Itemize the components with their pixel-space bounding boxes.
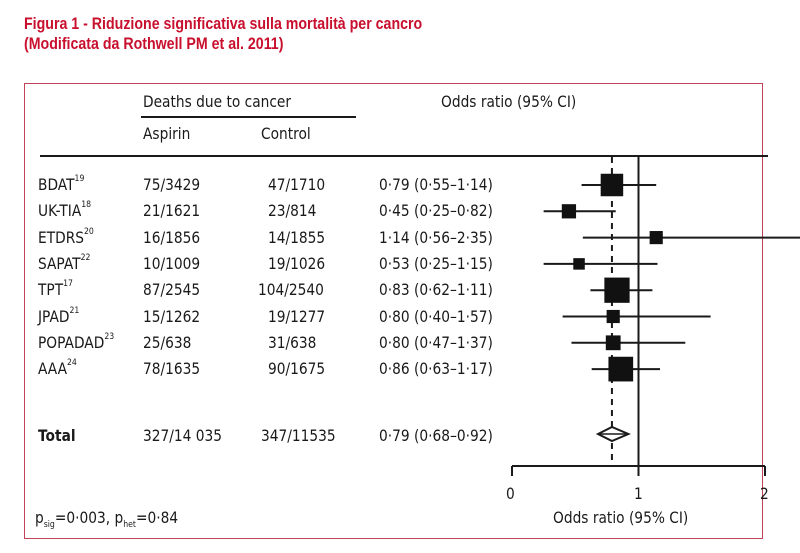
study-name: AAA24 (38, 358, 77, 379)
study-reference: 21 (69, 305, 80, 316)
study-reference: 17 (63, 279, 73, 290)
point-estimate-square (605, 335, 621, 351)
x-tick-label-2: 2 (760, 484, 769, 503)
study-name-text: AAA (38, 359, 68, 379)
study-control: 31/638 (268, 332, 317, 352)
study-or-text: 0·53 (0·25–1·15) (379, 253, 493, 273)
header-col-control: Control (261, 124, 311, 143)
study-name-text: POPADAD (38, 332, 105, 352)
study-or-text: 0·86 (0·63–1·17) (379, 359, 493, 379)
study-control: 23/814 (268, 201, 317, 221)
study-name: JPAD21 (38, 305, 80, 326)
x-tick-label-1: 1 (634, 484, 643, 503)
figure-title-line-1: Figura 1 - Riduzione significativa sulla… (24, 15, 423, 33)
total-aspirin: 327/14 035 (143, 426, 223, 445)
point-estimate-square (573, 258, 585, 270)
point-estimate-square (649, 231, 663, 245)
study-reference: 19 (74, 174, 85, 184)
study-name: ETDRS20 (38, 226, 94, 247)
study-name: TPT17 (38, 279, 73, 300)
study-aspirin: 25/638 (143, 332, 192, 352)
x-tick-label-0: 0 (506, 484, 515, 503)
study-name-text: JPAD (38, 306, 70, 326)
study-name: UK-TIA18 (38, 200, 92, 221)
study-control: 14/1855 (268, 227, 326, 247)
point-estimate-square (561, 204, 577, 219)
figure-title-line-2: (Modificata da Rothwell PM et al. 2011) (24, 35, 284, 53)
study-or-text: 0·80 (0·47–1·37) (379, 332, 493, 352)
study-or-text: 0·45 (0·25–0·82) (379, 201, 493, 221)
point-estimate-square (606, 309, 620, 324)
point-estimate-square (608, 356, 634, 382)
p-values: psig=0·003, phet=0·84 (35, 508, 179, 530)
study-name-text: TPT (38, 280, 64, 300)
x-axis-label: Odds ratio (95% CI) (553, 508, 689, 527)
study-name: BDAT19 (38, 174, 85, 194)
study-aspirin: 16/1856 (143, 227, 201, 247)
header-group-label: Deaths due to cancer (143, 92, 292, 111)
p-het-label: p (114, 508, 124, 527)
study-name-text: UK-TIA (38, 201, 82, 221)
study-aspirin: 75/3429 (143, 175, 201, 194)
study-reference: 23 (104, 331, 115, 342)
p-sig-label: p (35, 508, 44, 527)
p-sig-sub: sig (43, 520, 55, 530)
figure-frame (24, 83, 763, 539)
study-name: POPADAD23 (38, 331, 115, 352)
total-label: Total (38, 426, 76, 445)
study-aspirin: 21/1621 (143, 201, 201, 221)
study-or-text: 0·79 (0·55–1·14) (379, 175, 493, 194)
point-estimate-square (600, 173, 624, 197)
study-reference: 18 (81, 200, 92, 211)
study-name-text: SAPAT (38, 253, 81, 273)
study-control: 19/1026 (268, 253, 326, 273)
total-control: 347/11535 (261, 426, 336, 445)
point-estimate-square (604, 277, 630, 303)
study-control: 104/2540 (258, 280, 324, 300)
study-reference: 24 (67, 358, 77, 369)
study-or-text: 1·14 (0·56–2·35) (379, 227, 493, 247)
study-or-text: 0·83 (0·62–1·11) (379, 280, 493, 300)
p-het-value: =0·84 (135, 508, 179, 527)
study-reference: 20 (83, 226, 94, 237)
study-name: SAPAT22 (38, 252, 91, 273)
study-aspirin: 15/1262 (143, 306, 201, 326)
study-aspirin: 10/1009 (143, 253, 201, 273)
p-het-sub: het (123, 520, 136, 530)
study-name-text: BDAT (38, 175, 75, 194)
study-control: 90/1675 (268, 359, 326, 379)
study-aspirin: 87/2545 (143, 280, 201, 300)
header-col-aspirin: Aspirin (143, 124, 191, 143)
study-control: 47/1710 (268, 175, 326, 194)
study-reference: 22 (80, 252, 91, 263)
study-control: 19/1277 (268, 306, 326, 326)
header-col-or: Odds ratio (95% CI) (441, 92, 577, 111)
total-or-text: 0·79 (0·68–0·92) (379, 426, 493, 445)
p-sig-value: =0·003, (54, 508, 111, 527)
study-or-text: 0·80 (0·40–1·57) (379, 306, 493, 326)
study-aspirin: 78/1635 (143, 359, 201, 379)
study-name-text: ETDRS (38, 227, 84, 247)
figure-title: Figura 1 - Riduzione significativa sulla… (24, 14, 422, 54)
